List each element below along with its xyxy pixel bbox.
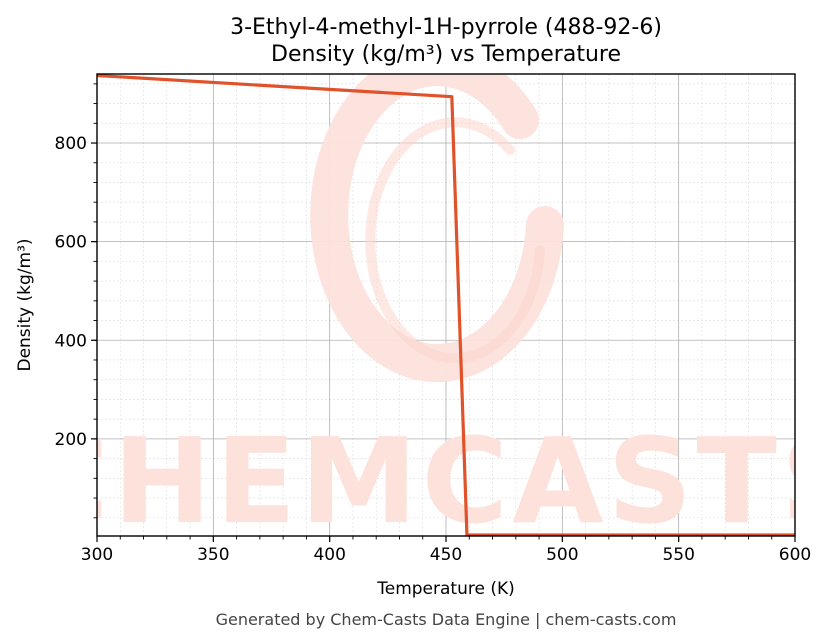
- y-axis-label: Density (kg/m³): [15, 238, 35, 371]
- chart-subtitle: Density (kg/m³) vs Temperature: [271, 42, 621, 67]
- density-series-line: [97, 74, 795, 536]
- chart-title: 3-Ethyl-4-methyl-1H-pyrrole (488-92-6): [230, 15, 662, 40]
- x-axis-ticks: 300 350 400 450 500 550 600: [81, 536, 811, 565]
- y-axis-ticks: 200 400 600 800: [55, 83, 97, 519]
- watermark-text: CHEMCASTS: [22, 412, 830, 550]
- x-tick-label: 600: [779, 545, 811, 565]
- watermark-logo-icon: [310, 74, 564, 383]
- y-tick-label: 800: [55, 134, 87, 154]
- plot-frame: [96, 73, 796, 537]
- footer-credit: Generated by Chem-Casts Data Engine | ch…: [216, 610, 677, 629]
- y-tick-label: 200: [55, 430, 87, 450]
- x-axis-label: Temperature (K): [376, 579, 515, 599]
- y-tick-label: 400: [55, 331, 87, 351]
- watermark: CHEMCASTS: [22, 74, 830, 550]
- x-tick-label: 450: [430, 545, 462, 565]
- x-tick-label: 350: [197, 545, 229, 565]
- y-tick-label: 600: [55, 233, 87, 253]
- x-tick-label: 550: [662, 545, 694, 565]
- x-tick-label: 300: [81, 545, 113, 565]
- x-tick-label: 500: [546, 545, 578, 565]
- x-tick-label: 400: [313, 545, 345, 565]
